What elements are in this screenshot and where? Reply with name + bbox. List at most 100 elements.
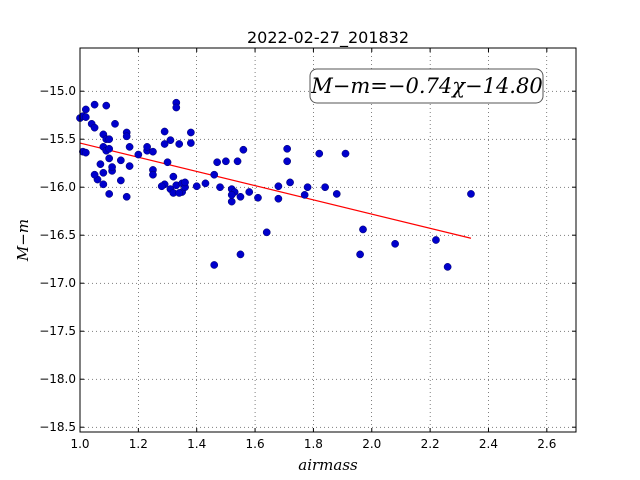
- data-point: [210, 170, 219, 179]
- data-point: [90, 100, 99, 109]
- data-point: [105, 154, 114, 163]
- data-point: [116, 176, 125, 185]
- data-point: [99, 180, 108, 189]
- data-point: [166, 136, 175, 145]
- y-ticks: −15.0 −15.5 −16.0 −16.5 −17.0 −17.5 −18.0 −18.5: [39, 84, 576, 434]
- y-tick-label: −16.5: [39, 228, 76, 242]
- y-tick-label: −17.5: [39, 324, 76, 338]
- data-point: [233, 157, 242, 166]
- x-tick-label: 1.0: [70, 437, 89, 451]
- data-point: [467, 190, 475, 198]
- x-tick-label: 1.2: [129, 437, 148, 451]
- data-point: [321, 183, 329, 192]
- data-point: [236, 192, 245, 201]
- data-point: [81, 113, 90, 121]
- y-tick-label: −15.5: [39, 132, 76, 146]
- data-point: [303, 183, 312, 192]
- x-tick-label: 1.6: [246, 437, 265, 451]
- data-point: [81, 105, 90, 114]
- y-axis-label: M−m: [14, 219, 32, 262]
- data-point: [175, 189, 184, 197]
- data-point: [283, 157, 292, 166]
- data-point: [160, 127, 169, 136]
- data-point: [105, 190, 114, 198]
- x-tick-label: 1.4: [187, 437, 206, 451]
- plot-area: [80, 48, 576, 432]
- data-point: [236, 250, 245, 259]
- data-point: [432, 236, 440, 244]
- plot-frame: [79, 47, 577, 433]
- data-point: [125, 162, 134, 170]
- chart-title: 2022-02-27_201832: [247, 28, 409, 48]
- x-axis-label: airmass: [298, 456, 358, 474]
- x-ticks: 1.0 1.2 1.4 1.6 1.8 2.0 2.2 2.4 2.6: [70, 48, 556, 451]
- data-point: [105, 144, 114, 153]
- data-point: [108, 163, 116, 171]
- data-point: [356, 250, 364, 259]
- data-point: [315, 149, 324, 158]
- data-point: [172, 103, 181, 112]
- equation-label: M−m=−0.74χ−14.80: [310, 74, 542, 98]
- y-tick-label: −15.0: [39, 84, 76, 98]
- data-point: [111, 119, 119, 128]
- x-tick-label: 2.4: [479, 437, 498, 451]
- data-point: [210, 261, 219, 269]
- data-point: [201, 179, 210, 188]
- data-point: [102, 101, 111, 110]
- data-point: [134, 150, 143, 159]
- data-point: [359, 225, 367, 234]
- data-point: [90, 170, 99, 179]
- data-point: [99, 168, 108, 177]
- data-points: [76, 98, 475, 271]
- y-tick-label: −18.0: [39, 372, 76, 386]
- data-point: [175, 140, 184, 148]
- data-point: [227, 191, 236, 199]
- data-point: [149, 170, 157, 179]
- data-point: [143, 143, 151, 151]
- data-point: [283, 144, 292, 153]
- data-point: [187, 128, 195, 137]
- data-point: [262, 228, 271, 237]
- data-point: [341, 149, 350, 158]
- data-point: [222, 157, 230, 166]
- data-point: [125, 143, 134, 151]
- data-point: [300, 191, 309, 199]
- x-tick-label: 2.2: [421, 437, 440, 451]
- y-tick-label: −18.5: [39, 420, 76, 434]
- data-point: [105, 135, 114, 144]
- data-point: [274, 182, 283, 191]
- data-point: [157, 182, 166, 191]
- data-point: [286, 178, 294, 187]
- data-point: [187, 139, 195, 147]
- data-point: [254, 193, 262, 202]
- equation-box-border: [309, 68, 544, 104]
- data-point: [443, 263, 452, 271]
- data-point: [192, 182, 201, 191]
- x-tick-label: 1.8: [304, 437, 323, 451]
- data-point: [227, 197, 236, 206]
- data-point: [181, 178, 189, 187]
- fit-line: [79, 142, 472, 239]
- data-point: [149, 147, 157, 156]
- equation-box: M−m=−0.74χ−14.80: [309, 68, 544, 104]
- data-point: [81, 148, 90, 157]
- data-point: [163, 158, 172, 167]
- data-point: [116, 156, 125, 165]
- data-point: [245, 188, 254, 196]
- data-point: [216, 183, 224, 192]
- data-point: [160, 140, 169, 148]
- y-tick-label: −16.0: [39, 180, 76, 194]
- data-point: [239, 145, 248, 154]
- data-point: [274, 194, 283, 203]
- data-point: [332, 190, 341, 198]
- x-tick-label: 2.0: [362, 437, 381, 451]
- data-point: [213, 158, 221, 167]
- data-point: [90, 123, 99, 132]
- x-tick-label: 2.6: [537, 437, 556, 451]
- data-point: [122, 132, 131, 141]
- data-point: [391, 239, 399, 248]
- data-point: [122, 192, 131, 201]
- data-point: [96, 160, 105, 169]
- data-point: [169, 172, 178, 181]
